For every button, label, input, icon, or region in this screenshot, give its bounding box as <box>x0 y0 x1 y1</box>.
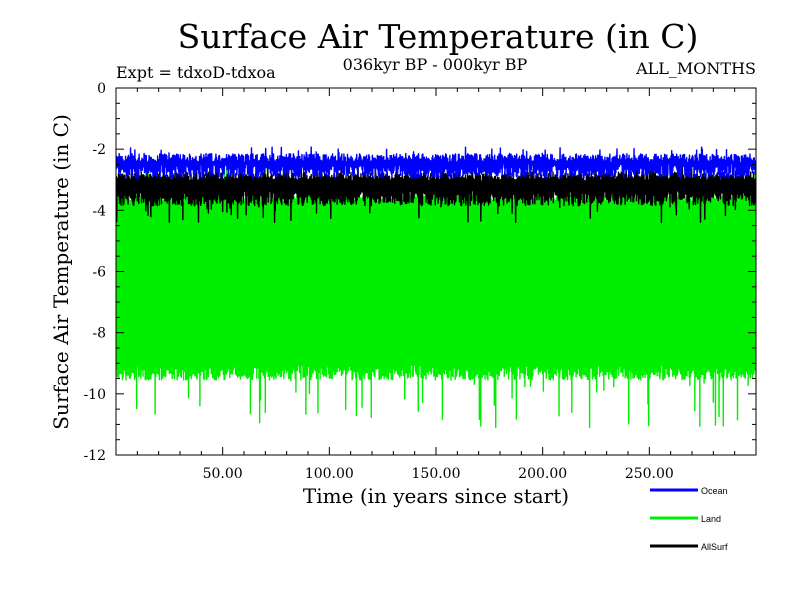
plot-area <box>116 146 756 429</box>
y-tick-label: 0 <box>97 81 106 97</box>
legend-label-allsurf: AllSurf <box>701 542 728 552</box>
y-tick-label: -6 <box>92 265 106 281</box>
x-tick-label: 150.00 <box>412 466 461 482</box>
legend: Ocean Land AllSurf <box>650 486 728 552</box>
chart-title: Surface Air Temperature (in C) <box>178 17 699 56</box>
axis-ticks: 50.00 100.00 150.00 200.00 250.00 0 -2 -4 -6 -8 -1… <box>83 81 756 482</box>
series-line-allsurf <box>116 160 756 224</box>
experiment-label: Expt = tdxoD-tdxoa <box>116 63 276 82</box>
y-tick-label: -4 <box>92 203 106 219</box>
series-line-ocean <box>116 146 756 179</box>
months-label: ALL_MONTHS <box>635 59 756 78</box>
series-layer <box>116 146 756 429</box>
chart-subtitle: 036kyr BP - 000kyr BP <box>343 55 528 74</box>
legend-label-ocean: Ocean <box>701 486 728 496</box>
series-line-land <box>116 164 756 429</box>
y-tick-label: -10 <box>83 387 106 403</box>
y-tick-label: -2 <box>92 142 106 158</box>
y-tick-label: -12 <box>83 448 106 464</box>
x-tick-label: 250.00 <box>625 466 674 482</box>
y-axis-label: Surface Air Temperature (in C) <box>49 114 73 430</box>
legend-label-land: Land <box>701 514 721 524</box>
x-tick-label: 200.00 <box>518 466 567 482</box>
x-tick-label: 50.00 <box>203 466 243 482</box>
y-tick-label: -8 <box>92 326 106 342</box>
x-tick-label: 100.00 <box>305 466 354 482</box>
x-axis-label: Time (in years since start) <box>303 484 569 508</box>
